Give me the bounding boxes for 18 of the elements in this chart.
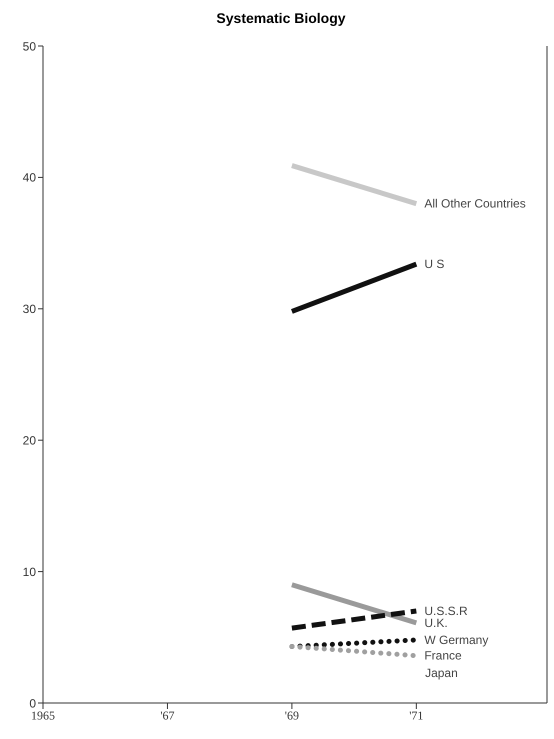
series-label: All Other Countries (424, 196, 526, 211)
annotation: Japan (425, 666, 458, 680)
y-tick-label: 20 (22, 433, 36, 448)
series-label: U.S.S.R (424, 604, 468, 618)
series-label: France (424, 648, 462, 663)
x-tick-label: '69 (284, 708, 299, 723)
series-label: W Germany (424, 632, 488, 647)
series-label: U.K. (424, 616, 448, 630)
chart-title: Systematic Biology (215, 10, 347, 26)
x-tick-label: '71 (409, 708, 424, 723)
y-tick-label: 0 (29, 696, 36, 710)
x-tick-label: '67 (160, 708, 175, 723)
y-tick-label: 40 (22, 170, 36, 185)
y-tick-label: 30 (22, 302, 36, 316)
series-label: U S (424, 257, 444, 272)
x-tick-label: 1965 (31, 708, 55, 723)
y-tick-label: 50 (22, 39, 36, 54)
y-tick-label: 10 (22, 564, 36, 579)
